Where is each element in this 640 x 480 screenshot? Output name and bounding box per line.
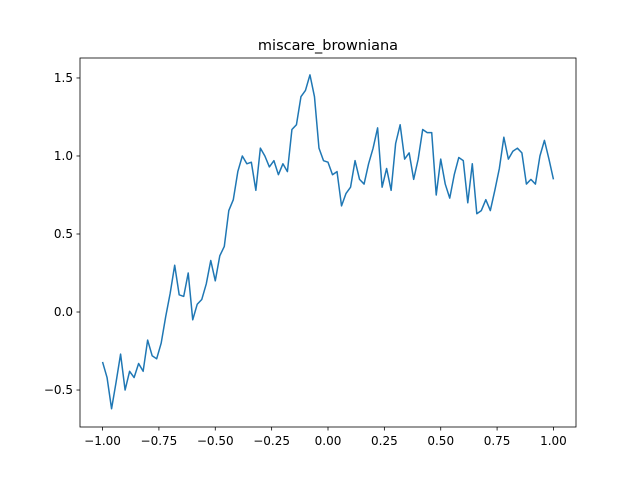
data-line [101, 74, 555, 410]
x-tick-label: 0.75 [484, 434, 511, 448]
x-tick-label: 0.00 [315, 434, 342, 448]
x-tick-label: −0.25 [253, 434, 290, 448]
chart-title: miscare_browniana [258, 38, 398, 54]
x-tick-label: −1.00 [84, 434, 121, 448]
y-tick-label: 1.5 [54, 71, 73, 85]
x-tick-label: 0.25 [371, 434, 398, 448]
y-tick-label: 0.5 [54, 227, 73, 241]
x-tick-label: −0.75 [141, 434, 178, 448]
plot-frame [79, 57, 577, 428]
y-tick-label: −0.5 [44, 383, 73, 397]
x-tick-label: 0.50 [427, 434, 454, 448]
y-tick-label: 0.0 [54, 305, 73, 319]
y-tick-label: 1.0 [54, 149, 73, 163]
x-tick-label: 1.00 [540, 434, 567, 448]
x-tick-label: −0.50 [197, 434, 234, 448]
